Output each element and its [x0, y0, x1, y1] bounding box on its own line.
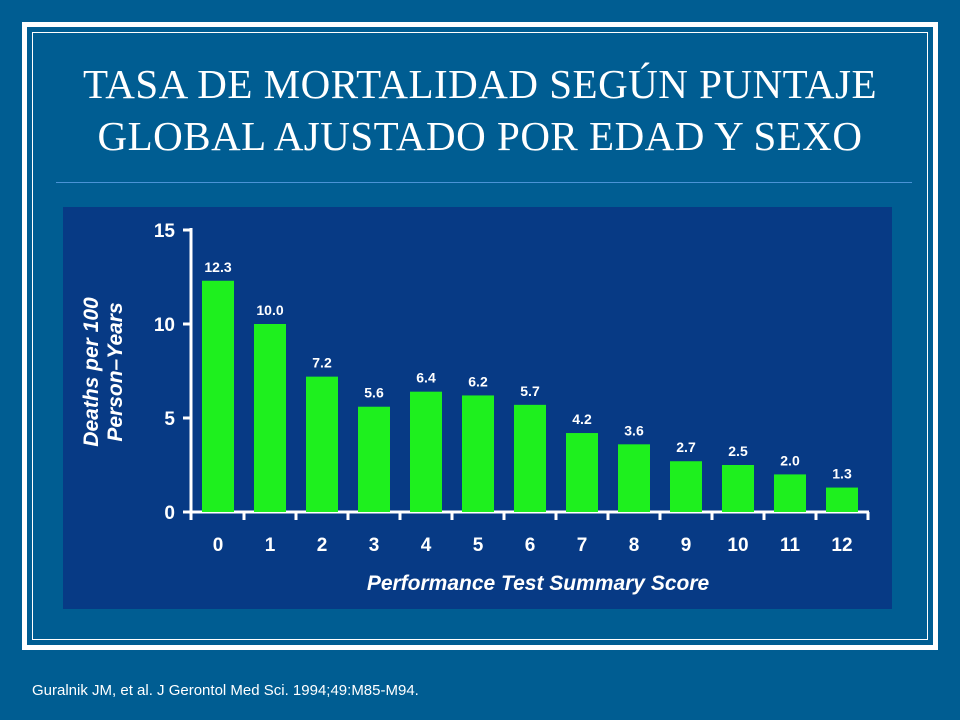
chart-labels: 12.3 0 10.0 1 7.2 2 5.6 3 6.4 4 6.2 5 5.7 6 4.2 7 3.6 8 2.…	[80, 259, 853, 595]
bar	[358, 406, 390, 512]
x-tick-label: 3	[369, 535, 380, 556]
title-divider	[56, 182, 912, 183]
bar	[202, 280, 234, 512]
bar	[826, 487, 858, 512]
bar-value-label: 2.7	[676, 439, 696, 455]
bar-value-label: 6.4	[416, 370, 436, 386]
bar	[514, 404, 546, 512]
bar	[462, 395, 494, 512]
chart-bars	[202, 280, 858, 512]
slide-title-line-2: global ajustado por edad y sexo	[97, 113, 863, 159]
bar	[670, 461, 702, 512]
x-tick-label: 4	[421, 535, 432, 556]
x-tick-label: 9	[681, 535, 692, 556]
x-tick-label: 6	[525, 535, 536, 556]
bar	[774, 474, 806, 512]
bar-value-label: 6.2	[468, 373, 488, 389]
bar	[410, 391, 442, 512]
x-tick-label: 8	[629, 535, 640, 556]
bar-value-label: 7.2	[312, 355, 332, 371]
bar-value-label: 5.7	[520, 383, 540, 399]
slide-frame-outer	[22, 22, 938, 650]
bar-value-label: 1.3	[832, 466, 852, 482]
x-axis-label: Performance Test Summary Score	[367, 572, 710, 595]
y-tick-label: 15	[154, 221, 176, 242]
x-tick-label: 5	[473, 535, 484, 556]
bar-chart: 0 5 10 15 12.3 0 10.0 1 7.2 2 5.6 3 6.4 4 6.2 5 5.7 6 4.2…	[80, 221, 870, 595]
y-axis-label-line: Deaths per 100	[80, 297, 103, 447]
bar-value-label: 2.0	[780, 452, 800, 468]
y-tick-label: 10	[154, 315, 175, 336]
bar	[618, 444, 650, 512]
slide-title: Tasa de mortalidad según puntaje global …	[40, 58, 920, 162]
bar-value-label: 5.6	[364, 385, 384, 401]
x-tick-label: 12	[831, 535, 852, 556]
bar-value-label: 4.2	[572, 411, 592, 427]
y-tick-label: 0	[164, 503, 175, 524]
bar	[566, 433, 598, 512]
x-tick-label: 1	[265, 535, 276, 556]
x-tick-label: 0	[213, 535, 224, 556]
bar-value-label: 3.6	[624, 422, 644, 438]
x-tick-label: 10	[727, 535, 748, 556]
bar	[254, 324, 286, 512]
chart-panel: 0 5 10 15 12.3 0 10.0 1 7.2 2 5.6 3 6.4 4 6.2 5 5.7 6 4.2…	[63, 207, 892, 609]
bar-value-label: 12.3	[204, 259, 231, 275]
y-axis-label-line: Person–Years	[104, 302, 127, 441]
slide-frame-inner	[32, 32, 928, 640]
bar-value-label: 2.5	[728, 443, 748, 459]
bar-value-label: 10.0	[256, 302, 283, 318]
slide-title-line-1: Tasa de mortalidad según puntaje	[82, 61, 878, 107]
x-tick-label: 7	[577, 535, 588, 556]
x-tick-label: 11	[780, 535, 801, 556]
y-tick-label: 5	[164, 409, 175, 430]
bar	[722, 465, 754, 512]
bar	[306, 376, 338, 512]
x-tick-label: 2	[317, 535, 328, 556]
citation: Guralnik JM, et al. J Gerontol Med Sci. …	[32, 682, 419, 699]
